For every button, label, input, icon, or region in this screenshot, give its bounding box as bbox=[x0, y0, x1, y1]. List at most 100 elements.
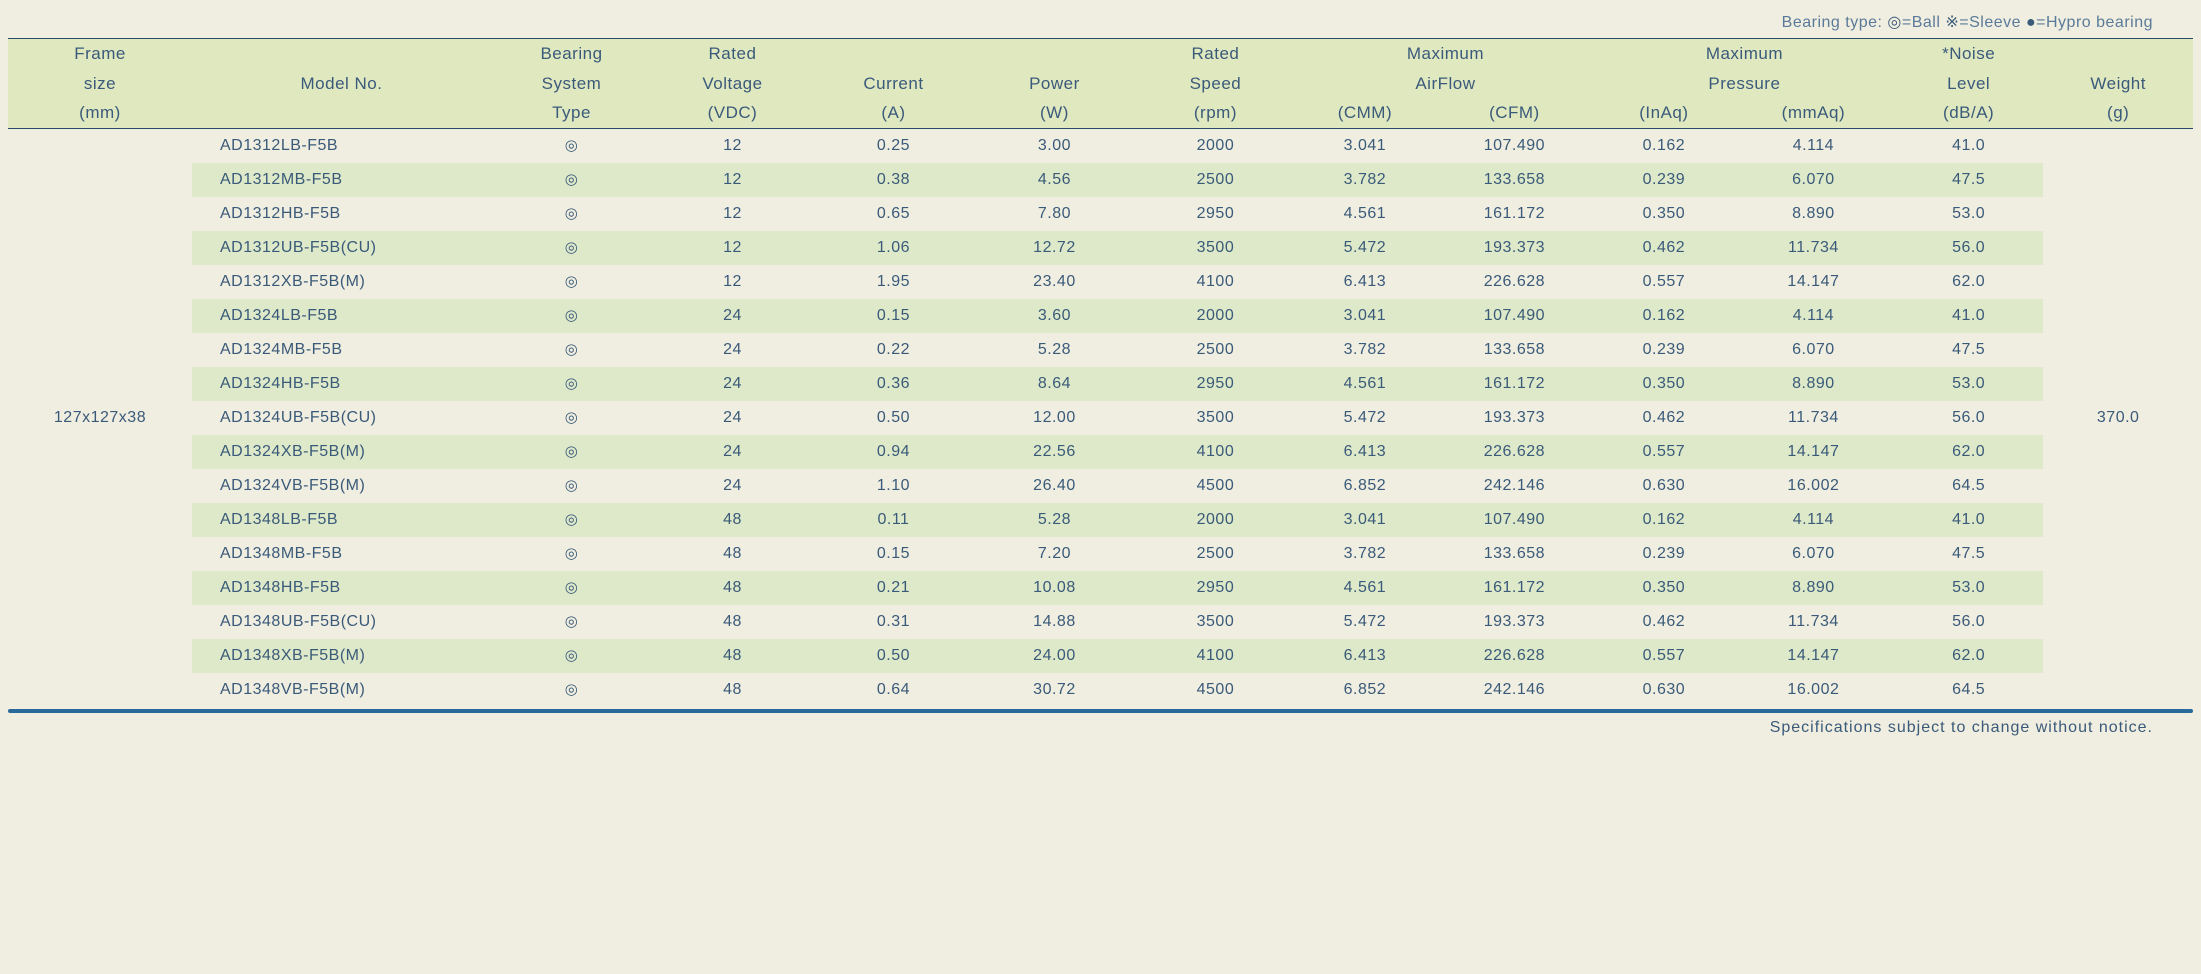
hdr-speed-3: (rpm) bbox=[1135, 98, 1296, 128]
noise-cell: 47.5 bbox=[1894, 333, 2043, 367]
cmm-cell: 4.561 bbox=[1296, 367, 1434, 401]
power-cell: 5.28 bbox=[974, 503, 1135, 537]
cfm-cell: 242.146 bbox=[1434, 673, 1595, 707]
table-row: AD1312HB-F5B◎120.657.8029504.561161.1720… bbox=[8, 197, 2193, 231]
cmm-cell: 3.782 bbox=[1296, 537, 1434, 571]
hdr-model-2: Model No. bbox=[192, 69, 491, 99]
table-row: AD1312MB-F5B◎120.384.5625003.782133.6580… bbox=[8, 163, 2193, 197]
hypro-label: =Hypro bearing bbox=[2036, 14, 2153, 31]
hdr-noise-3: (dB/A) bbox=[1894, 98, 2043, 128]
cfm-cell: 226.628 bbox=[1434, 639, 1595, 673]
cmm-cell: 3.782 bbox=[1296, 163, 1434, 197]
hdr-current-3: (A) bbox=[813, 98, 974, 128]
inaq-cell: 0.239 bbox=[1595, 163, 1733, 197]
noise-cell: 56.0 bbox=[1894, 231, 2043, 265]
cmm-cell: 3.041 bbox=[1296, 503, 1434, 537]
inaq-cell: 0.630 bbox=[1595, 673, 1733, 707]
hdr-inaq: (InAq) bbox=[1595, 98, 1733, 128]
power-cell: 30.72 bbox=[974, 673, 1135, 707]
inaq-cell: 0.557 bbox=[1595, 265, 1733, 299]
hdr-pressure-1: Maximum bbox=[1595, 39, 1894, 69]
bearing-cell: ◎ bbox=[491, 571, 652, 605]
noise-cell: 47.5 bbox=[1894, 163, 2043, 197]
voltage-cell: 12 bbox=[652, 128, 813, 163]
cfm-cell: 242.146 bbox=[1434, 469, 1595, 503]
model-cell: AD1348MB-F5B bbox=[192, 537, 491, 571]
inaq-cell: 0.162 bbox=[1595, 128, 1733, 163]
inaq-cell: 0.350 bbox=[1595, 571, 1733, 605]
mmaq-cell: 14.147 bbox=[1733, 639, 1894, 673]
noise-cell: 53.0 bbox=[1894, 367, 2043, 401]
speed-cell: 3500 bbox=[1135, 231, 1296, 265]
current-cell: 0.50 bbox=[813, 401, 974, 435]
voltage-cell: 48 bbox=[652, 639, 813, 673]
power-cell: 26.40 bbox=[974, 469, 1135, 503]
current-cell: 0.65 bbox=[813, 197, 974, 231]
power-cell: 7.80 bbox=[974, 197, 1135, 231]
noise-cell: 56.0 bbox=[1894, 401, 2043, 435]
sleeve-symbol: ※ bbox=[1945, 14, 1959, 31]
cfm-cell: 107.490 bbox=[1434, 299, 1595, 333]
table-row: AD1324MB-F5B◎240.225.2825003.782133.6580… bbox=[8, 333, 2193, 367]
voltage-cell: 24 bbox=[652, 299, 813, 333]
noise-cell: 62.0 bbox=[1894, 265, 2043, 299]
table-row: AD1324VB-F5B(M)◎241.1026.4045006.852242.… bbox=[8, 469, 2193, 503]
voltage-cell: 24 bbox=[652, 401, 813, 435]
model-cell: AD1348HB-F5B bbox=[192, 571, 491, 605]
cmm-cell: 5.472 bbox=[1296, 231, 1434, 265]
inaq-cell: 0.462 bbox=[1595, 231, 1733, 265]
spec-table: Frame Bearing Rated Rated Maximum Maximu… bbox=[8, 38, 2193, 707]
speed-cell: 2950 bbox=[1135, 367, 1296, 401]
mmaq-cell: 16.002 bbox=[1733, 469, 1894, 503]
cfm-cell: 193.373 bbox=[1434, 401, 1595, 435]
inaq-cell: 0.239 bbox=[1595, 537, 1733, 571]
speed-cell: 2950 bbox=[1135, 571, 1296, 605]
bearing-cell: ◎ bbox=[491, 435, 652, 469]
cfm-cell: 161.172 bbox=[1434, 197, 1595, 231]
speed-cell: 3500 bbox=[1135, 401, 1296, 435]
cfm-cell: 161.172 bbox=[1434, 367, 1595, 401]
cfm-cell: 107.490 bbox=[1434, 503, 1595, 537]
mmaq-cell: 11.734 bbox=[1733, 401, 1894, 435]
hdr-weight-2: Weight bbox=[2043, 69, 2193, 99]
current-cell: 0.64 bbox=[813, 673, 974, 707]
noise-cell: 56.0 bbox=[1894, 605, 2043, 639]
speed-cell: 3500 bbox=[1135, 605, 1296, 639]
cfm-cell: 161.172 bbox=[1434, 571, 1595, 605]
speed-cell: 2000 bbox=[1135, 503, 1296, 537]
inaq-cell: 0.630 bbox=[1595, 469, 1733, 503]
bearing-cell: ◎ bbox=[491, 367, 652, 401]
table-row: AD1348MB-F5B◎480.157.2025003.782133.6580… bbox=[8, 537, 2193, 571]
voltage-cell: 12 bbox=[652, 231, 813, 265]
current-cell: 1.10 bbox=[813, 469, 974, 503]
bearing-cell: ◎ bbox=[491, 333, 652, 367]
mmaq-cell: 4.114 bbox=[1733, 503, 1894, 537]
inaq-cell: 0.162 bbox=[1595, 503, 1733, 537]
legend-prefix: Bearing type: bbox=[1782, 14, 1883, 31]
hdr-voltage-2: Voltage bbox=[652, 69, 813, 99]
mmaq-cell: 14.147 bbox=[1733, 435, 1894, 469]
table-row: AD1348LB-F5B◎480.115.2820003.041107.4900… bbox=[8, 503, 2193, 537]
mmaq-cell: 8.890 bbox=[1733, 571, 1894, 605]
table-row: AD1324XB-F5B(M)◎240.9422.5641006.413226.… bbox=[8, 435, 2193, 469]
speed-cell: 4100 bbox=[1135, 265, 1296, 299]
current-cell: 1.06 bbox=[813, 231, 974, 265]
power-cell: 12.00 bbox=[974, 401, 1135, 435]
hdr-pressure-2: Pressure bbox=[1595, 69, 1894, 99]
inaq-cell: 0.350 bbox=[1595, 197, 1733, 231]
model-cell: AD1312HB-F5B bbox=[192, 197, 491, 231]
hdr-current-1 bbox=[813, 39, 974, 69]
hdr-voltage-3: (VDC) bbox=[652, 98, 813, 128]
ball-symbol: ◎ bbox=[1887, 14, 1901, 31]
power-cell: 10.08 bbox=[974, 571, 1135, 605]
cmm-cell: 6.413 bbox=[1296, 265, 1434, 299]
model-cell: AD1324LB-F5B bbox=[192, 299, 491, 333]
noise-cell: 62.0 bbox=[1894, 639, 2043, 673]
inaq-cell: 0.462 bbox=[1595, 605, 1733, 639]
voltage-cell: 12 bbox=[652, 163, 813, 197]
bearing-type-legend: Bearing type: ◎=Ball ※=Sleeve ●=Hypro be… bbox=[8, 8, 2193, 38]
footnote: Specifications subject to change without… bbox=[8, 713, 2193, 737]
noise-cell: 41.0 bbox=[1894, 503, 2043, 537]
speed-cell: 2000 bbox=[1135, 128, 1296, 163]
model-cell: AD1348XB-F5B(M) bbox=[192, 639, 491, 673]
